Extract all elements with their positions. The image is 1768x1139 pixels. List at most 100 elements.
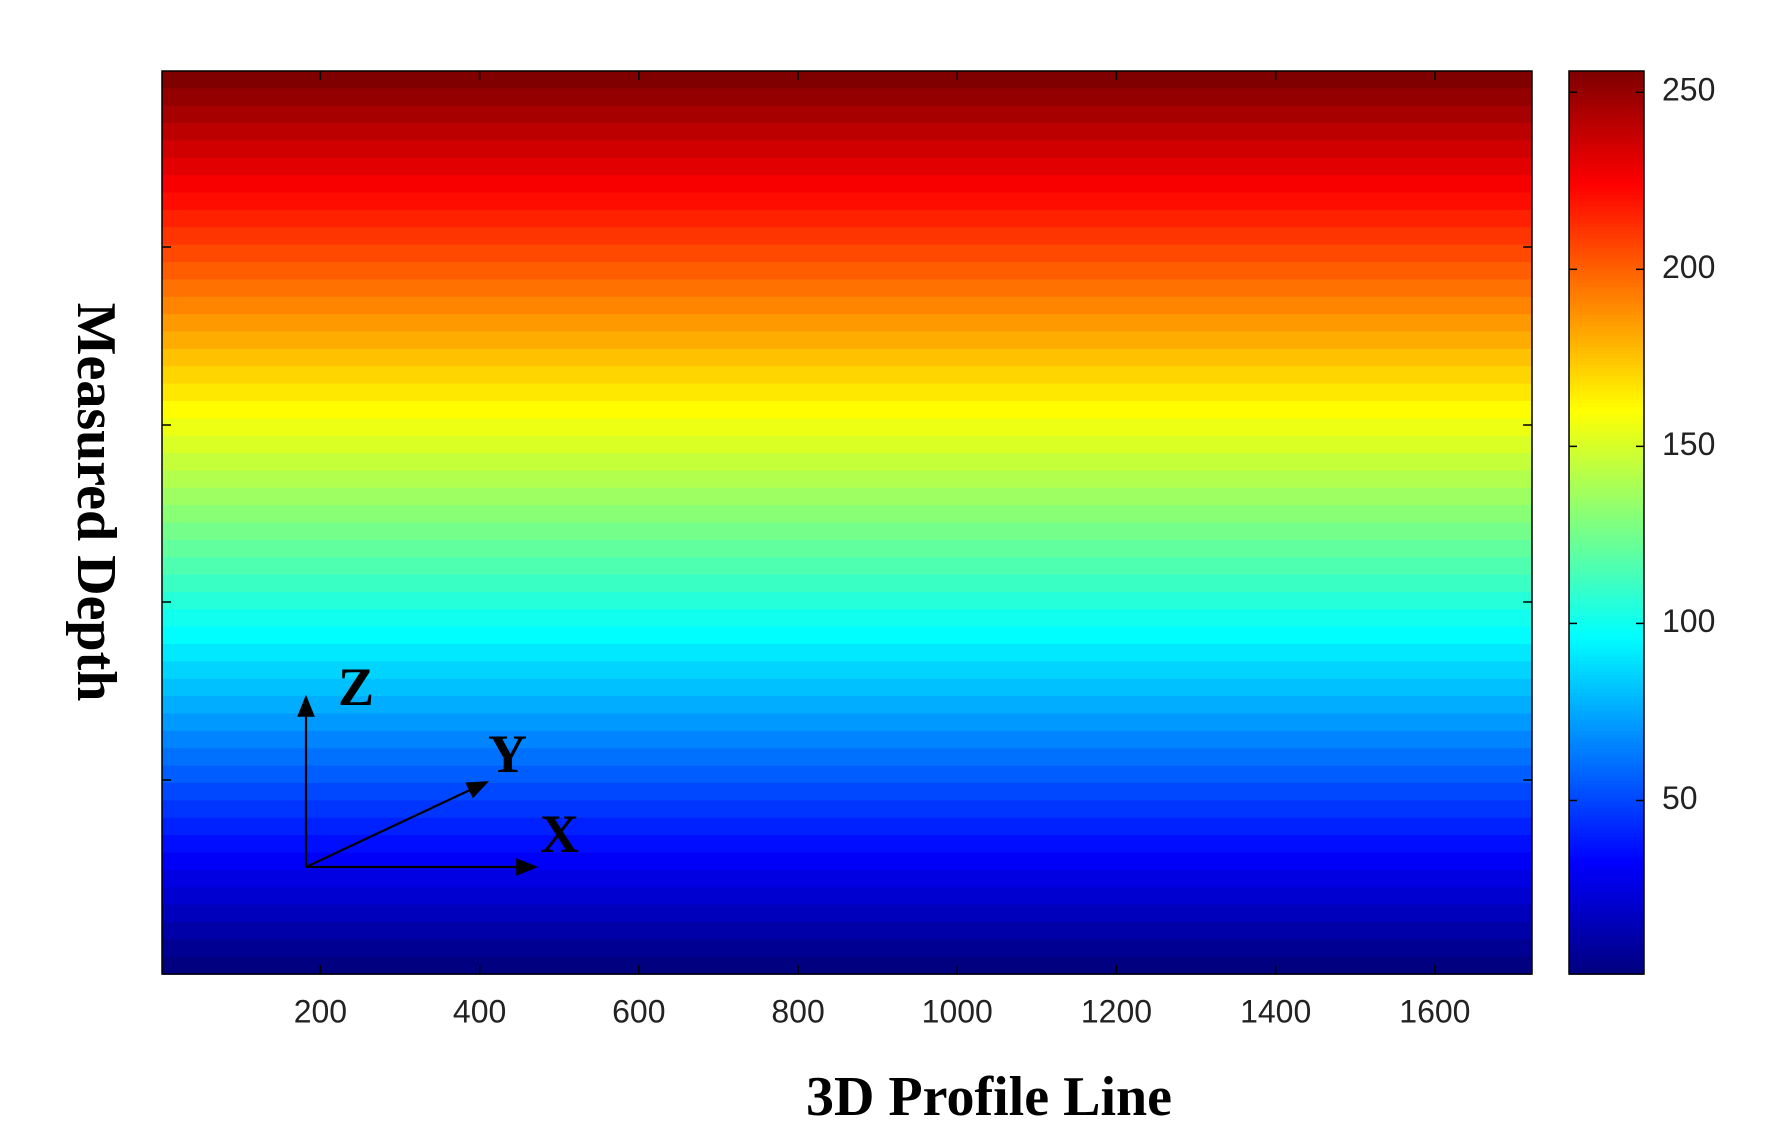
colorbar-cell <box>1569 575 1644 580</box>
heatmap-row <box>162 331 1532 350</box>
colorbar-cell <box>1569 585 1644 591</box>
heatmap-row <box>162 348 1532 368</box>
heatmap-row <box>162 505 1532 524</box>
colorbar-cell <box>1569 261 1644 266</box>
colorbar-cell <box>1569 642 1644 647</box>
colorbar-cell <box>1569 614 1644 619</box>
colorbar-cell <box>1569 755 1644 760</box>
colorbar-cell <box>1569 769 1644 774</box>
colorbar-cell <box>1569 437 1644 443</box>
colorbar-cell <box>1569 963 1644 968</box>
colorbar-cell <box>1569 391 1644 397</box>
colorbar-cell <box>1569 494 1644 499</box>
colorbar-cell <box>1569 293 1644 298</box>
colorbar-tick-label: 50 <box>1662 780 1698 816</box>
colorbar-cell <box>1569 187 1644 192</box>
colorbar-cell <box>1569 511 1644 517</box>
colorbar-cell <box>1569 533 1644 538</box>
colorbar-cell <box>1569 547 1644 552</box>
colorbar-cell <box>1569 603 1644 608</box>
colorbar-cell <box>1569 600 1644 605</box>
colorbar-cell <box>1569 674 1644 679</box>
heatmap-row <box>162 800 1532 819</box>
colorbar-tick-label: 100 <box>1662 603 1715 639</box>
colorbar-cell <box>1569 300 1644 305</box>
colorbar-cell <box>1569 444 1644 450</box>
colorbar-cell <box>1569 889 1644 894</box>
overlay: Z Y X <box>297 657 579 876</box>
colorbar-cell <box>1569 233 1644 238</box>
colorbar-cell <box>1569 307 1644 312</box>
heatmap-row <box>162 314 1532 333</box>
colorbar-cell <box>1569 906 1644 912</box>
colorbar-cell <box>1569 222 1644 228</box>
colorbar-cell <box>1569 952 1644 958</box>
heatmap-row <box>162 591 1532 611</box>
colorbar-cell <box>1569 772 1644 778</box>
colorbar-cell <box>1569 663 1644 668</box>
colorbar-cell <box>1569 173 1644 178</box>
colorbar-cell <box>1569 822 1644 827</box>
colorbar-cell <box>1569 811 1644 817</box>
colorbar-cell <box>1569 861 1644 866</box>
colorbar-cell <box>1569 720 1644 725</box>
colorbar-cell <box>1569 353 1644 358</box>
colorbar-cell <box>1569 247 1644 252</box>
colorbar-cell <box>1569 74 1644 79</box>
triad-label: Z <box>338 657 374 717</box>
colorbar-cell <box>1569 190 1644 196</box>
colorbar-cell <box>1569 903 1644 908</box>
heatmap-row <box>162 956 1532 975</box>
colorbar-cell <box>1569 363 1644 369</box>
colorbar-cell <box>1569 95 1644 101</box>
heatmap-row <box>162 835 1532 854</box>
colorbar-cell <box>1569 473 1644 478</box>
x-tick-label: 1600 <box>1399 993 1470 1029</box>
colorbar-cell <box>1569 790 1644 795</box>
heatmap-row <box>162 678 1532 697</box>
colorbar-cell <box>1569 236 1644 242</box>
colorbar-cell <box>1569 850 1644 855</box>
colorbar-cell <box>1569 127 1644 132</box>
colorbar-cell <box>1569 688 1644 693</box>
x-tick-label: 1400 <box>1240 993 1311 1029</box>
colorbar-cell <box>1569 924 1644 929</box>
colorbar-cell <box>1569 970 1644 975</box>
colorbar-cell <box>1569 360 1644 365</box>
colorbar-cell <box>1569 543 1644 548</box>
heatmap-row <box>162 748 1532 767</box>
colorbar-cell <box>1569 120 1644 125</box>
colorbar-cell <box>1569 240 1644 245</box>
colorbar-cell <box>1569 540 1644 545</box>
colorbar-cell <box>1569 748 1644 753</box>
colorbar-cell <box>1569 684 1644 690</box>
heatmap-row <box>162 175 1532 194</box>
colorbar-cell <box>1569 286 1644 291</box>
colorbar-cell <box>1569 123 1644 129</box>
x-tick-label: 1000 <box>922 993 993 1029</box>
heatmap-row <box>162 557 1532 576</box>
colorbar-cell <box>1569 762 1644 767</box>
colorbar-tick-label: 200 <box>1662 249 1715 285</box>
heatmap-row <box>162 453 1532 472</box>
colorbar-cell <box>1569 402 1644 407</box>
plot-area: 200 400 600 800 1000 1200 1400 1600 50 100 150 200 2… <box>161 70 1715 1029</box>
colorbar-cell <box>1569 201 1644 206</box>
colorbar-cell <box>1569 317 1644 323</box>
colorbar-cell <box>1569 116 1644 122</box>
heatmap-row <box>162 209 1532 229</box>
colorbar-cell <box>1569 162 1644 168</box>
heatmap-row <box>162 921 1532 941</box>
colorbar-cell <box>1569 631 1644 637</box>
colorbar-cell <box>1569 854 1644 859</box>
colorbar-cell <box>1569 783 1644 788</box>
colorbar-cell <box>1569 758 1644 764</box>
heatmap-row <box>162 71 1532 90</box>
colorbar-cell <box>1569 208 1644 213</box>
colorbar-cell <box>1569 395 1644 400</box>
colorbar-cell <box>1569 818 1644 824</box>
colorbar-cell <box>1569 843 1644 848</box>
colorbar-cell <box>1569 660 1644 665</box>
colorbar-cell <box>1569 205 1644 210</box>
colorbar-cell <box>1569 667 1644 672</box>
